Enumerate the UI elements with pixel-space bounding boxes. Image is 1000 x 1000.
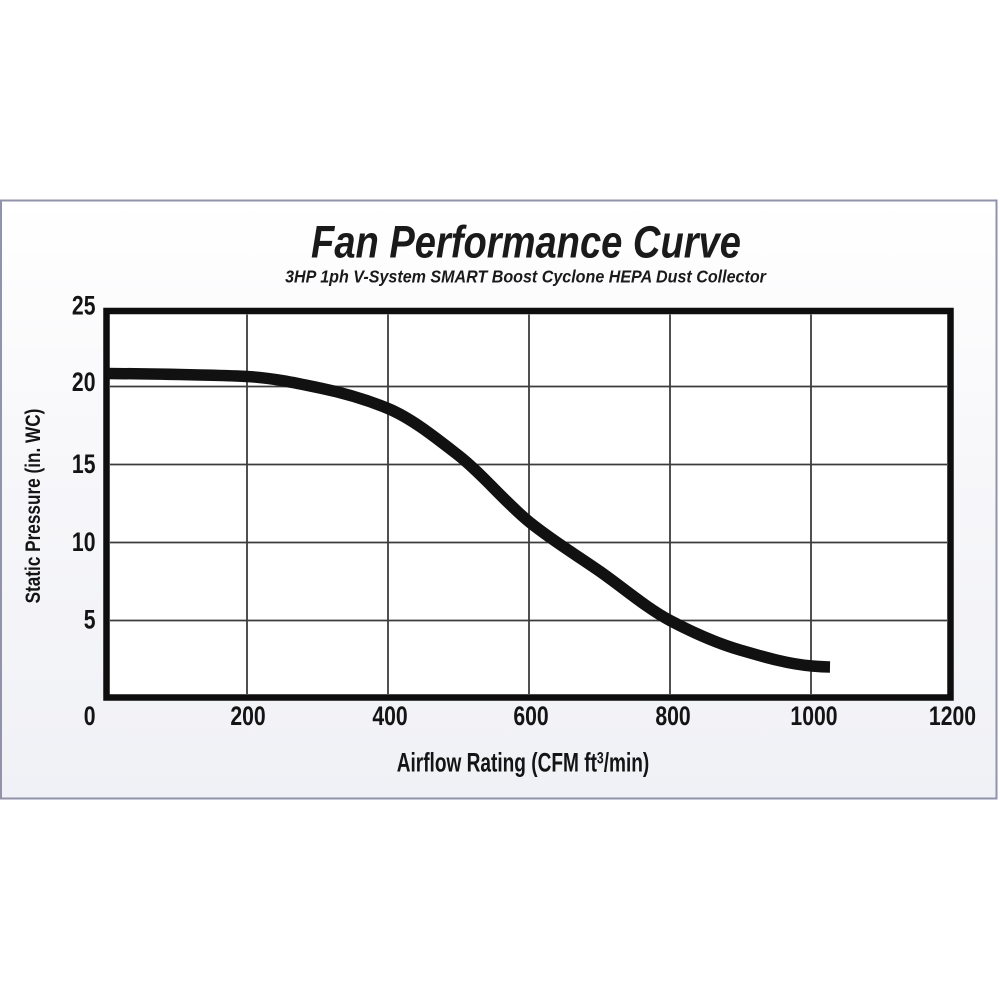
svg-text:Fan Performance Curve: Fan Performance Curve bbox=[311, 216, 741, 267]
svg-text:600: 600 bbox=[513, 702, 548, 732]
svg-text:800: 800 bbox=[655, 702, 690, 732]
svg-text:1000: 1000 bbox=[790, 702, 837, 732]
svg-text:400: 400 bbox=[372, 702, 407, 732]
svg-text:25: 25 bbox=[72, 291, 96, 321]
svg-text:Static Pressure (in. WC): Static Pressure (in. WC) bbox=[21, 409, 45, 604]
svg-text:1200: 1200 bbox=[929, 702, 976, 732]
svg-text:0: 0 bbox=[84, 702, 96, 732]
svg-text:20: 20 bbox=[72, 368, 96, 398]
svg-text:10: 10 bbox=[72, 528, 96, 558]
svg-text:3HP 1ph V-System SMART Boost C: 3HP 1ph V-System SMART Boost Cyclone HEP… bbox=[285, 267, 767, 287]
svg-text:Airflow Rating (CFM ft3/min): Airflow Rating (CFM ft3/min) bbox=[397, 747, 650, 777]
svg-text:200: 200 bbox=[230, 702, 265, 732]
svg-text:15: 15 bbox=[72, 450, 96, 480]
svg-text:5: 5 bbox=[84, 605, 96, 635]
